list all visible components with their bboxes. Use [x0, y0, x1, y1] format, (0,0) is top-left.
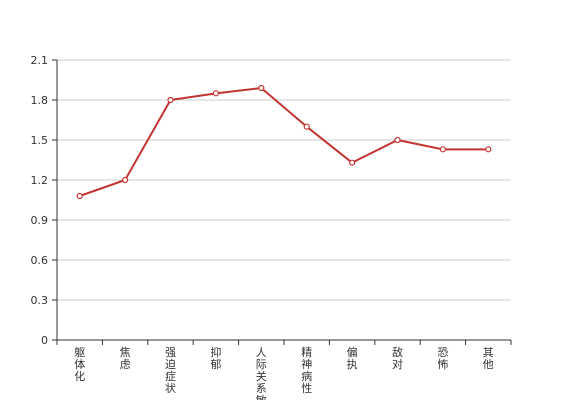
data-point — [485, 146, 492, 153]
y-tick-label: 1.8 — [31, 94, 49, 107]
series-line — [79, 87, 489, 197]
x-category-label: 其他 — [483, 346, 494, 371]
axes — [56, 60, 511, 341]
data-point — [439, 146, 446, 153]
y-tick-label: 2.1 — [31, 54, 49, 67]
y-tick-label: 0.9 — [31, 214, 49, 227]
x-category-label: 强迫症状 — [165, 346, 176, 395]
grid-lines — [57, 59, 511, 301]
data-point — [394, 136, 401, 144]
y-axis-ticks: 0 0.3 0.6 0.9 1.2 1.5 1.8 2.1 — [31, 54, 57, 347]
data-point — [121, 176, 129, 184]
x-category-label: 抑郁 — [210, 345, 221, 371]
x-category-label: 精神病性 — [301, 346, 312, 395]
y-tick-label: 1.2 — [31, 174, 49, 187]
y-tick-label: 0 — [41, 334, 48, 347]
x-category-label: 人际关系敏感 — [256, 346, 267, 400]
x-category-label: 敌对 — [392, 345, 403, 371]
x-category-label: 偏执 — [347, 345, 358, 371]
data-point — [167, 96, 174, 104]
data-point — [303, 123, 310, 130]
data-point — [349, 159, 356, 166]
series — [76, 84, 492, 200]
x-axis-ticks: 躯体化 焦虑 强迫症状 抑郁 人际关系敏感 精神病性 偏执 敌对 恐怖 其他 — [56, 340, 512, 400]
data-point — [76, 192, 83, 200]
data-point — [258, 84, 265, 92]
x-category-label: 躯体化 — [74, 346, 85, 383]
data-point — [212, 90, 219, 97]
x-category-label: 焦虑 — [120, 346, 131, 371]
x-category-label: 恐怖 — [437, 346, 448, 371]
y-tick-label: 0.6 — [31, 254, 49, 267]
y-tick-label: 1.5 — [31, 134, 49, 147]
y-tick-label: 0.3 — [31, 294, 49, 307]
